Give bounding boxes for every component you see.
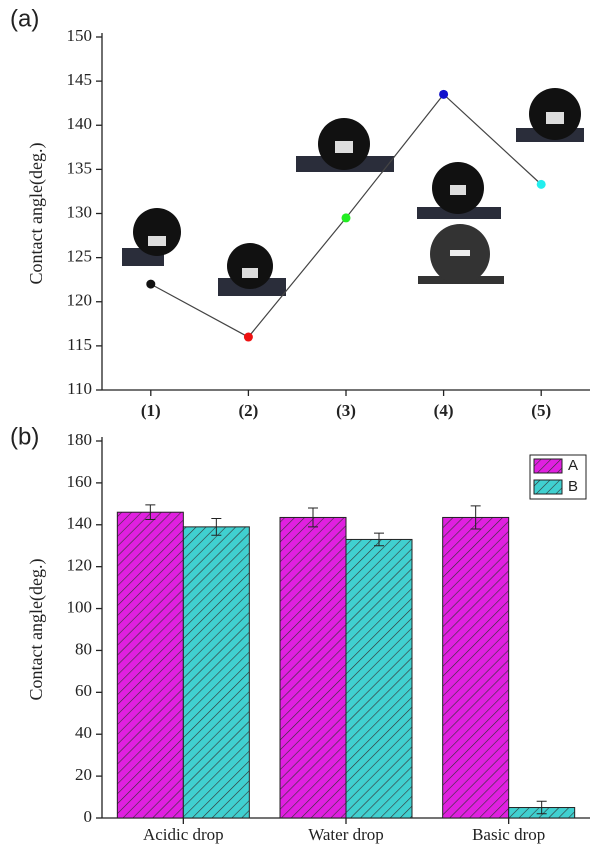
- y-tick-label: 110: [67, 379, 92, 398]
- y-tick-label: 145: [67, 70, 93, 89]
- error-bar: [374, 532, 384, 547]
- y-tick-label: 60: [75, 681, 92, 700]
- bar: [116, 511, 184, 819]
- x-tick-label: (4): [434, 401, 454, 420]
- legend-label: A: [568, 457, 578, 474]
- y-tick-label: 180: [67, 430, 93, 449]
- x-tick-label: Acidic drop: [143, 825, 224, 844]
- y-tick-label: 115: [67, 335, 92, 354]
- panel-label: (b): [10, 423, 39, 450]
- data-point: [439, 89, 449, 99]
- y-tick-label: 140: [67, 114, 93, 133]
- y-tick-label: 130: [67, 202, 93, 221]
- legend-label: B: [568, 478, 578, 495]
- data-point: [146, 279, 156, 289]
- bar: [182, 526, 250, 819]
- x-tick-label: (5): [531, 401, 551, 420]
- data-point: [536, 179, 546, 189]
- y-axis-label: Contact angle(deg.): [26, 143, 47, 285]
- y-tick-label: 40: [75, 723, 92, 742]
- data-point: [341, 213, 351, 223]
- data-point: [243, 332, 253, 342]
- bar: [279, 516, 347, 819]
- error-bar: [470, 505, 481, 530]
- droplet-images: [122, 88, 584, 296]
- y-tick-label: 120: [67, 291, 93, 310]
- y-tick-label: 160: [67, 472, 93, 491]
- y-tick-label: 0: [84, 807, 93, 826]
- x-tick-label: (2): [238, 401, 258, 420]
- y-tick-label: 150: [67, 26, 93, 45]
- y-tick-label: 120: [67, 556, 93, 575]
- error-bar: [211, 517, 222, 536]
- x-tick-label: Basic drop: [472, 825, 545, 844]
- y-tick-label: 100: [67, 597, 93, 616]
- bar: [345, 538, 413, 819]
- y-axis-label: Contact angle(deg.): [26, 559, 47, 701]
- x-tick-label: (3): [336, 401, 356, 420]
- x-tick-label: Water drop: [308, 825, 384, 844]
- error-bar: [536, 800, 547, 815]
- y-tick-label: 125: [67, 247, 93, 266]
- panel-label: (a): [10, 5, 39, 32]
- y-tick-label: 20: [75, 765, 92, 784]
- y-tick-label: 135: [67, 158, 93, 177]
- bar: [442, 516, 510, 819]
- y-tick-label: 80: [75, 639, 92, 658]
- legend-swatch: [533, 479, 563, 495]
- error-bar: [145, 504, 156, 521]
- x-tick-label: (1): [141, 401, 161, 420]
- legend-swatch: [533, 458, 563, 474]
- error-bar: [308, 507, 318, 528]
- y-tick-label: 140: [67, 514, 93, 533]
